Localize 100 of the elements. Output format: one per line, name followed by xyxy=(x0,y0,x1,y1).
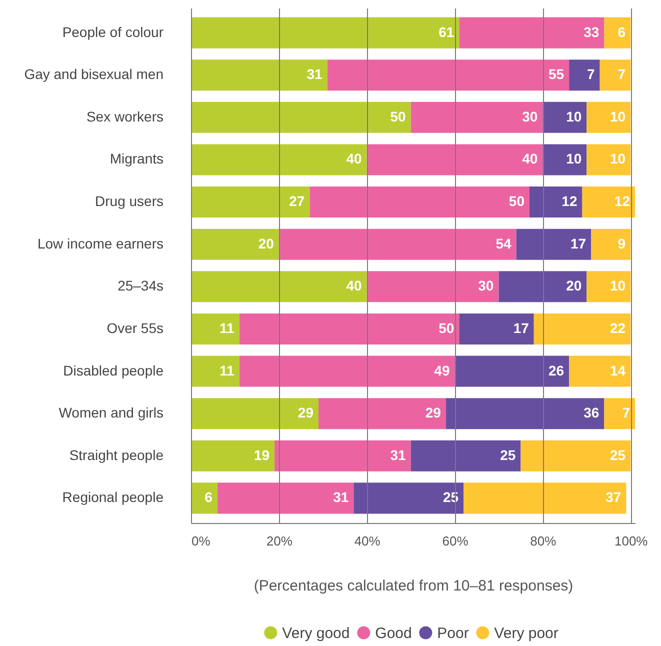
y-tick-label: Regional people xyxy=(62,489,164,506)
data-label: 61 xyxy=(438,24,454,40)
bar xyxy=(191,144,367,176)
x-tick-label: 20% xyxy=(266,534,293,548)
bar xyxy=(191,440,275,472)
bar xyxy=(600,60,631,91)
data-label: 22 xyxy=(610,320,626,336)
data-label: 40 xyxy=(346,150,362,167)
y-tick-label: 25–34s xyxy=(118,278,164,294)
data-label: 20 xyxy=(566,278,582,294)
legend-label: Poor xyxy=(437,624,469,642)
data-label: 10 xyxy=(610,278,626,294)
data-label: 20 xyxy=(258,235,274,252)
data-label: 17 xyxy=(570,235,586,252)
y-tick-label: Gay and bisexual men xyxy=(24,66,164,82)
bar xyxy=(191,313,240,344)
x-tick-label: 0% xyxy=(192,534,211,548)
bar xyxy=(542,144,587,176)
data-label: 33 xyxy=(584,24,600,40)
data-label: 6 xyxy=(204,489,213,506)
bar xyxy=(586,271,631,302)
bar xyxy=(191,482,218,514)
data-label: 50 xyxy=(508,193,525,210)
legend-label: Very good xyxy=(282,624,350,642)
legend-label: Very poor xyxy=(494,624,558,642)
data-label: 10 xyxy=(566,150,582,167)
bar xyxy=(191,102,411,133)
bar xyxy=(366,271,499,302)
y-tick-label: Over 55s xyxy=(106,320,164,336)
bar xyxy=(191,398,318,430)
bar xyxy=(604,17,631,48)
data-label: 10 xyxy=(566,108,582,124)
bar xyxy=(516,228,592,260)
bar xyxy=(278,228,516,260)
data-label: 11 xyxy=(220,362,235,378)
x-tick-label: 40% xyxy=(354,534,381,548)
bar xyxy=(542,102,587,133)
bar xyxy=(534,313,631,344)
bar xyxy=(191,17,460,48)
legend-label: Good xyxy=(375,624,412,642)
data-label: 7 xyxy=(618,66,626,82)
data-label: 40 xyxy=(522,150,538,167)
bar xyxy=(191,271,367,302)
y-tick-label: Migrants xyxy=(110,150,164,167)
bar xyxy=(318,398,446,430)
bar xyxy=(410,440,521,472)
bar xyxy=(586,102,631,133)
bar xyxy=(569,356,631,387)
bar xyxy=(446,398,604,430)
data-label: 49 xyxy=(434,362,450,378)
data-label: 30 xyxy=(478,278,494,294)
data-label: 6 xyxy=(618,24,626,40)
y-tick-label: Low income earners xyxy=(37,235,164,252)
bar xyxy=(239,313,460,344)
bar xyxy=(191,228,279,260)
bar xyxy=(591,228,631,260)
y-tick-label: Sex workers xyxy=(86,108,164,124)
data-label: 37 xyxy=(606,489,622,506)
data-label: 12 xyxy=(614,193,630,210)
x-tick-label: 60% xyxy=(442,534,469,548)
y-tick-label: Straight people xyxy=(69,446,164,463)
bar xyxy=(520,440,631,472)
y-tick-label: Disabled people xyxy=(63,362,164,378)
data-label: 10 xyxy=(610,150,626,167)
data-label: 29 xyxy=(298,404,314,421)
data-label: 17 xyxy=(513,320,530,336)
bar xyxy=(586,144,631,176)
data-label: 31 xyxy=(390,446,406,463)
bar xyxy=(327,60,570,91)
data-label: 10 xyxy=(610,108,626,124)
bar xyxy=(459,17,604,48)
bar xyxy=(354,482,464,514)
bar xyxy=(604,398,635,430)
x-tick-label: 100% xyxy=(614,534,648,548)
bar xyxy=(239,356,455,387)
bar xyxy=(529,186,582,218)
bar xyxy=(191,60,328,91)
data-label: 31 xyxy=(333,489,349,506)
x-axis-title: (Percentages calculated from 10–81 responses) xyxy=(254,578,574,594)
bar xyxy=(498,271,587,302)
data-label: 9 xyxy=(618,235,626,252)
data-label: 50 xyxy=(438,320,454,336)
data-label: 12 xyxy=(562,193,578,210)
bar xyxy=(366,144,543,176)
data-label: 50 xyxy=(390,108,406,124)
y-tick-label: People of colour xyxy=(62,24,164,40)
bar xyxy=(191,186,310,218)
data-label: 31 xyxy=(306,66,322,82)
data-label: 25 xyxy=(500,446,516,463)
data-label: 36 xyxy=(584,404,600,421)
data-label: 27 xyxy=(289,193,305,210)
data-label: 7 xyxy=(622,404,630,421)
bar xyxy=(582,186,635,218)
bar xyxy=(410,102,543,133)
bar xyxy=(569,60,600,91)
data-label: 25 xyxy=(610,446,626,463)
bar xyxy=(274,440,411,472)
x-tick-label: 80% xyxy=(530,534,557,548)
bar xyxy=(454,356,570,387)
data-label: 40 xyxy=(346,278,362,294)
